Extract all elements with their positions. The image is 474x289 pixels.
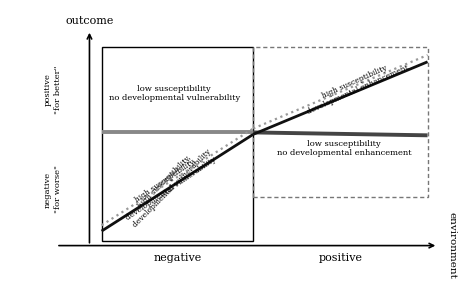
Text: high susceptibility
developmental enhancement: high susceptibility developmental enhanc… [302, 55, 410, 116]
Text: positive: positive [319, 253, 363, 263]
Bar [253, 47, 428, 197]
Text: environment: environment [447, 212, 456, 279]
Text: low susceptibility
no developmental enhancement: low susceptibility no developmental enha… [277, 140, 411, 158]
Text: negative
"for worse": negative "for worse" [44, 166, 62, 214]
Text: low susceptibility
no developmental vulnerability: low susceptibility no developmental vuln… [109, 85, 240, 102]
Text: high susceptibility,
developmental vulnerability: high susceptibility, developmental vulne… [119, 148, 218, 222]
Text: positive
"for better": positive "for better" [44, 66, 62, 114]
Text: negative: negative [153, 253, 201, 263]
Bar [101, 47, 253, 241]
Text: outcome: outcome [65, 16, 114, 26]
Text: high susceptibility,
developmental vulnerability: high susceptibility, developmental vulne… [124, 141, 212, 229]
